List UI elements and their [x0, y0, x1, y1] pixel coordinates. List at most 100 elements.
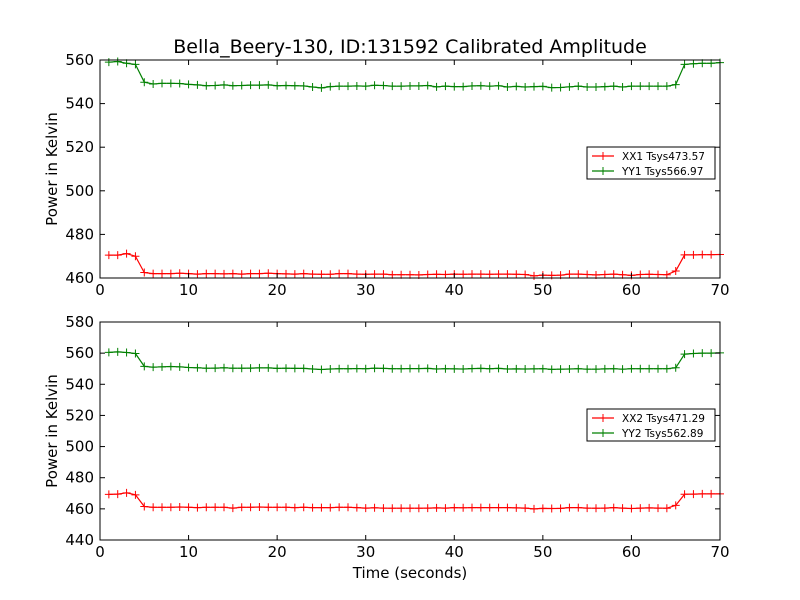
data-point — [166, 362, 175, 371]
data-point — [397, 504, 406, 513]
data-point — [140, 78, 149, 87]
data-point — [556, 504, 565, 513]
series-line — [108, 60, 721, 89]
data-point — [220, 269, 228, 278]
data-point — [600, 82, 609, 91]
data-point — [290, 81, 299, 90]
data-point — [131, 490, 140, 499]
data-point — [122, 488, 131, 497]
data-point — [379, 364, 388, 373]
data-point — [698, 250, 707, 259]
data-point — [299, 81, 308, 90]
data-point — [131, 252, 140, 261]
data-point — [184, 363, 193, 372]
data-point — [654, 82, 662, 91]
data-point — [627, 82, 636, 91]
data-point — [237, 364, 246, 373]
x-tick-label: 60 — [622, 543, 641, 561]
data-point — [441, 270, 450, 279]
data-point — [662, 82, 671, 91]
x-tick-label: 30 — [356, 543, 375, 561]
data-point — [308, 365, 317, 374]
data-point — [166, 79, 175, 88]
data-point — [211, 81, 220, 90]
data-point — [680, 60, 689, 69]
legend-label: XX1 Tsys473.57 — [622, 151, 705, 163]
data-point — [344, 503, 352, 512]
data-point — [636, 270, 645, 279]
data-point — [689, 250, 698, 259]
data-point — [255, 269, 264, 278]
data-point — [618, 365, 627, 374]
x-tick-label: 30 — [356, 281, 375, 299]
x-tick-label: 50 — [533, 543, 552, 561]
data-point — [406, 270, 414, 279]
plot-frame — [99, 59, 721, 279]
data-point — [326, 82, 335, 91]
data-point — [600, 504, 609, 513]
data-point — [671, 363, 680, 372]
data-point — [556, 83, 565, 92]
data-point — [547, 83, 556, 92]
data-point — [237, 503, 246, 512]
data-point — [379, 81, 388, 90]
data-point — [264, 363, 273, 372]
data-point — [370, 503, 379, 512]
data-point — [654, 270, 662, 279]
data-point — [459, 365, 468, 374]
data-point — [282, 269, 290, 278]
data-point — [246, 364, 255, 373]
data-point — [264, 269, 273, 278]
data-point — [361, 504, 370, 513]
data-point — [370, 81, 379, 90]
data-point — [414, 504, 423, 513]
data-point — [104, 490, 113, 499]
data-point — [494, 503, 503, 512]
data-point — [441, 364, 450, 373]
data-point — [574, 364, 583, 373]
data-point — [680, 490, 689, 499]
data-point — [113, 251, 122, 260]
data-point — [406, 364, 414, 373]
data-point — [512, 270, 521, 279]
data-point — [671, 501, 680, 510]
data-point — [503, 503, 512, 512]
data-point — [335, 269, 344, 278]
data-point — [308, 270, 317, 279]
data-point — [476, 364, 485, 373]
data-point — [485, 270, 494, 279]
data-point — [645, 82, 654, 91]
data-point — [627, 504, 636, 513]
data-point — [574, 503, 583, 512]
data-point — [450, 82, 459, 91]
data-point — [459, 270, 468, 279]
data-point — [476, 81, 485, 90]
data-point — [468, 503, 476, 512]
data-point — [574, 270, 583, 279]
legend-label: YY1 Tsys566.97 — [621, 166, 703, 178]
data-point — [512, 364, 521, 373]
x-tick-label: 0 — [95, 281, 105, 299]
data-point — [273, 364, 282, 373]
data-point — [627, 364, 636, 373]
data-point — [211, 269, 220, 278]
data-point — [530, 504, 538, 513]
y-tick-label: 540 — [65, 95, 94, 113]
y-tick-label: 480 — [65, 469, 94, 487]
data-point — [538, 364, 547, 373]
data-point — [149, 269, 158, 278]
data-point — [441, 82, 450, 91]
data-point — [175, 502, 184, 511]
data-point — [344, 364, 352, 373]
data-point — [459, 82, 468, 91]
data-point — [583, 365, 592, 374]
y-tick-label: 440 — [65, 531, 94, 549]
data-point — [202, 81, 211, 90]
data-point — [476, 270, 485, 279]
data-point — [662, 270, 671, 279]
data-point — [370, 364, 379, 373]
data-point — [698, 489, 707, 498]
data-point — [388, 504, 397, 513]
data-point — [618, 83, 627, 92]
legend-entry: YY2 Tsys562.89 — [592, 428, 703, 440]
